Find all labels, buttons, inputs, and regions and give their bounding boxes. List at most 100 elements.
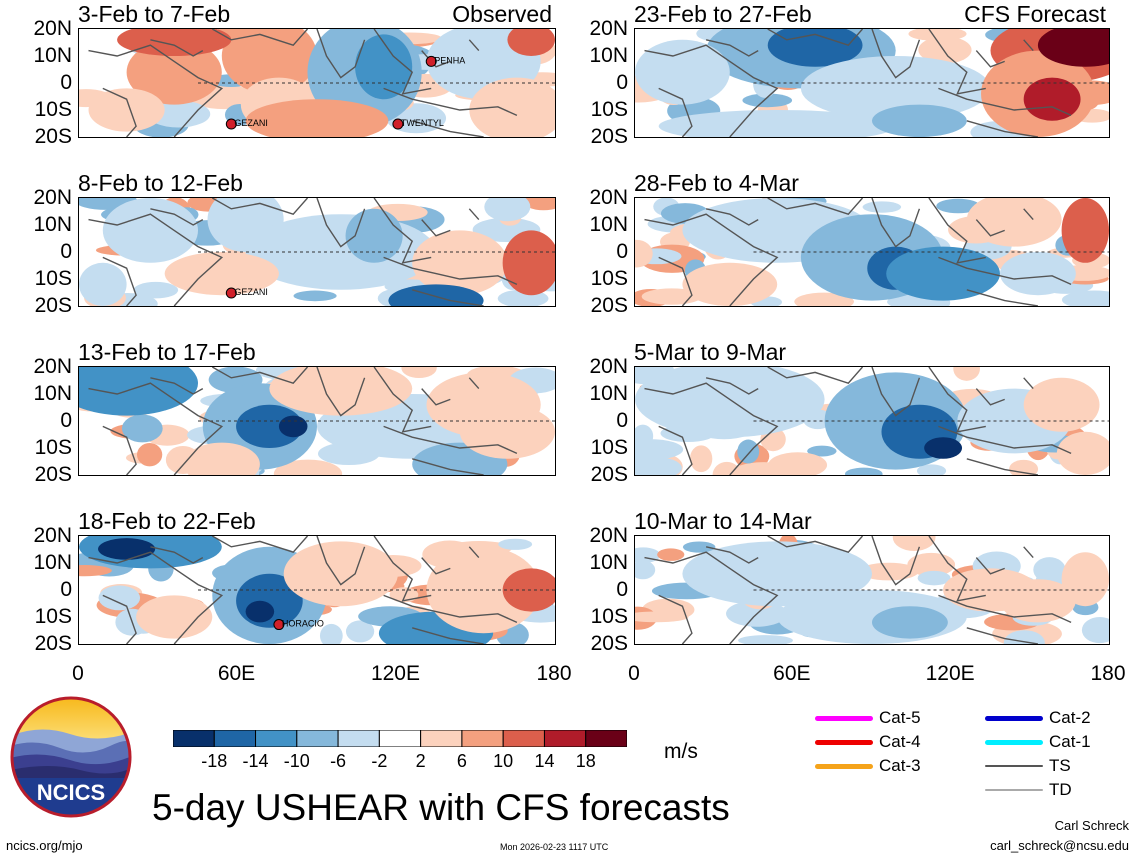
shear-contour — [98, 538, 156, 560]
shear-contour — [293, 290, 337, 302]
y-tick-label: 10N — [589, 551, 628, 574]
storm-marker: TWENTYL — [392, 118, 444, 130]
shear-contour — [507, 29, 555, 56]
legend-item-cat-1: Cat-1 — [985, 732, 1091, 752]
x-tick-label: 0 — [72, 662, 84, 685]
y-tick-label: 10N — [589, 213, 628, 236]
units-label: m/s — [664, 740, 698, 763]
legend-label: Cat-5 — [879, 708, 921, 727]
shear-contour — [635, 560, 656, 580]
panel-period-title: 23-Feb to 27-Feb — [634, 1, 812, 27]
storm-marker: GEZANI — [225, 118, 268, 130]
coastline — [316, 29, 366, 79]
shear-contour — [1023, 377, 1100, 432]
shear-contour — [236, 404, 303, 448]
coastline — [102, 425, 137, 475]
shear-field: HORACIO — [79, 536, 555, 644]
shear-contour — [137, 443, 163, 467]
coastline — [928, 536, 986, 602]
shear-contour — [916, 464, 947, 475]
shear-contour — [1081, 617, 1109, 644]
legend-item-ts: TS — [985, 756, 1071, 776]
shear-contour — [283, 541, 398, 607]
legend-swatch — [985, 789, 1043, 791]
shear-contour — [800, 56, 991, 121]
x-tick-label: 180 — [536, 662, 572, 685]
y-tick-label: 10S — [590, 98, 628, 121]
shear-contour — [953, 367, 980, 381]
ncics-logo-graphic: NCICS — [10, 696, 132, 818]
coastline — [102, 594, 137, 644]
coastline — [938, 425, 1072, 455]
storm-name: PENHA — [434, 55, 465, 65]
shear-contour — [872, 606, 948, 639]
shear-contour — [742, 93, 793, 108]
coastline — [211, 29, 309, 47]
coastline — [383, 87, 518, 117]
coastline — [767, 367, 864, 385]
coastline — [975, 557, 1005, 575]
storm-icon — [392, 118, 404, 130]
shear-contour — [102, 198, 198, 263]
legend-label: Cat-1 — [1049, 732, 1091, 751]
shear-contour — [966, 198, 1062, 247]
shear-contour — [1023, 77, 1081, 121]
coastline — [421, 219, 451, 237]
shear-contour — [924, 437, 963, 459]
shear-contour — [658, 110, 896, 137]
shear-contour — [1056, 431, 1109, 475]
shear-contour — [412, 230, 508, 296]
coastline — [938, 256, 1072, 286]
panel-period-title: 10-Mar to 14-Mar — [634, 508, 812, 534]
y-tick-label: 20N — [589, 186, 628, 209]
footer-email[interactable]: carl_schreck@ncsu.edu — [990, 838, 1129, 853]
colorbar-swatch — [296, 729, 339, 748]
shear-contour — [245, 600, 275, 623]
shear-contour — [319, 623, 343, 644]
coastline — [150, 546, 204, 564]
colorbar-swatch — [461, 729, 504, 748]
shear-contour — [635, 456, 682, 475]
y-tick-label: 20N — [589, 355, 628, 378]
coastline — [975, 219, 1005, 237]
coastline — [928, 367, 986, 433]
coastline — [316, 198, 366, 248]
storm-name: TWENTYL — [401, 118, 444, 128]
coastline — [468, 39, 480, 52]
shear-map-panel — [634, 28, 1110, 138]
shear-contour — [345, 620, 375, 643]
coastline — [1023, 208, 1034, 221]
legend-label: Cat-3 — [879, 756, 921, 775]
coastline — [938, 87, 1072, 117]
coastline — [316, 536, 366, 586]
colorbar-swatches — [172, 729, 628, 748]
shear-contour — [273, 459, 343, 475]
legend-label: Cat-2 — [1049, 708, 1091, 727]
footer-site[interactable]: ncics.org/mjo — [6, 838, 83, 853]
shear-map-panel: GEZANI — [78, 197, 556, 307]
shear-contour — [737, 439, 760, 464]
shear-contour — [886, 246, 1000, 301]
y-tick-label: 10N — [33, 551, 72, 574]
coastline — [644, 551, 779, 644]
coastline — [966, 627, 1039, 644]
legend-swatch — [985, 715, 1043, 721]
storm-marker: HORACIO — [273, 619, 324, 631]
shear-contour — [79, 367, 198, 416]
shear-contour — [794, 292, 854, 306]
coastline — [412, 120, 484, 137]
storm-icon — [425, 55, 437, 67]
coastline — [412, 627, 484, 644]
coastline — [975, 388, 1005, 406]
colorbar-tick-label: 14 — [534, 751, 555, 771]
coastline — [966, 289, 1039, 306]
y-tick-label: 20N — [33, 17, 72, 40]
coastline — [421, 557, 451, 575]
coastline — [373, 536, 432, 602]
y-tick-label: 20S — [34, 294, 72, 317]
shear-contour — [682, 541, 872, 607]
shear-field — [635, 536, 1109, 644]
shear-field: PENHA GEZANI TWENTYL — [79, 29, 555, 137]
coastline — [211, 536, 309, 554]
y-tick-label: 10S — [34, 98, 72, 121]
